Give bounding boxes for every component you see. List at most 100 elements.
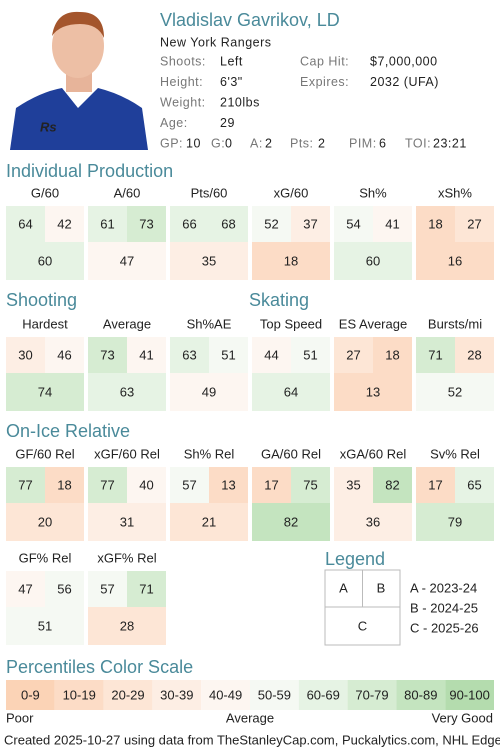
percentile-value: 71 [139, 581, 153, 596]
legend-season: B - 2024-25 [410, 600, 478, 615]
scale-bin [54, 680, 104, 710]
percentile-cell [334, 467, 373, 503]
scale-bin [152, 680, 202, 710]
scale-label: 70-79 [355, 687, 388, 702]
percentile-value: 13 [366, 384, 380, 399]
percentile-cell [88, 467, 127, 503]
percentile-value: 21 [202, 514, 216, 529]
percentile-cell [170, 242, 248, 280]
percentile-cell [252, 242, 330, 280]
scale-label: 40-49 [209, 687, 242, 702]
metric-label: G/60 [31, 185, 59, 200]
legend-season: C - 2025-26 [410, 620, 479, 635]
player-photo: Rs [6, 0, 150, 150]
percentile-cell [6, 337, 45, 373]
metric-label: GF% Rel [19, 550, 72, 565]
scale-bin [250, 680, 299, 710]
percentile-value: 82 [385, 477, 399, 492]
percentile-cell [170, 373, 248, 411]
stat-value: 0 [225, 136, 232, 150]
scale-bin [298, 680, 348, 710]
percentile-cell [127, 467, 166, 503]
metric-label: Sh% Rel [184, 446, 235, 461]
scale-label: 10-19 [63, 687, 96, 702]
section-title: Shooting [6, 290, 77, 310]
info-value: 210lbs [220, 95, 260, 109]
percentile-value: 28 [120, 618, 134, 633]
metric-label: Sh% [359, 185, 387, 200]
percentile-cell [209, 337, 248, 373]
scale-bin [396, 680, 446, 710]
metric-label: Average [103, 316, 151, 331]
percentile-value: 35 [346, 477, 360, 492]
percentile-value: 51 [303, 347, 317, 362]
percentile-value: 61 [100, 216, 114, 231]
percentile-value: 77 [100, 477, 114, 492]
percentile-value: 56 [57, 581, 71, 596]
percentile-value: 18 [428, 216, 442, 231]
percentile-cell [291, 467, 330, 503]
contract-value: $7,000,000 [370, 54, 438, 68]
metric-label: A/60 [114, 185, 141, 200]
percentile-value: 68 [221, 216, 235, 231]
contract-label: Expires: [300, 75, 349, 89]
stat-label: Pts: [290, 136, 314, 150]
scale-high: Very Good [432, 710, 493, 725]
percentile-cell [6, 373, 84, 411]
percentile-cell [209, 467, 248, 503]
percentile-cell [45, 467, 84, 503]
metric-label: Hardest [22, 316, 68, 331]
percentile-cell [88, 571, 127, 607]
percentile-value: 42 [57, 216, 71, 231]
player-name: Vladislav Gavrikov, LD [160, 10, 340, 30]
percentile-cell [88, 373, 166, 411]
legend-title: Legend [325, 549, 385, 569]
percentile-value: 17 [428, 477, 442, 492]
percentile-cell [416, 503, 494, 541]
percentile-cell [88, 242, 166, 280]
scale-low: Poor [6, 710, 34, 725]
stat-value: 10 [186, 136, 201, 150]
player-info: Shoots: Left Height: 6'3" Weight: 210lbs Age: 2… [160, 54, 466, 150]
section-title: Skating [249, 290, 309, 310]
percentile-value: 44 [264, 347, 278, 362]
percentile-cell [88, 607, 166, 645]
percentile-cell [170, 337, 209, 373]
percentile-cell [252, 206, 291, 242]
stat-value: 6 [379, 136, 386, 150]
percentile-value: 16 [448, 253, 462, 268]
percentile-value: 27 [467, 216, 481, 231]
stat-label: A: [250, 136, 263, 150]
percentile-value: 36 [366, 514, 380, 529]
scale-bin [347, 680, 397, 710]
metric-label: xGA/60 Rel [340, 446, 407, 461]
info-value: 6'3" [220, 75, 243, 89]
percentile-value: 20 [38, 514, 52, 529]
scale-label: 80-89 [404, 687, 437, 702]
percentile-value: 51 [221, 347, 235, 362]
info-label: Shoots: [160, 54, 206, 68]
percentile-cell [416, 373, 494, 411]
scale-label: 0-9 [21, 687, 40, 702]
metric-label: xG/60 [274, 185, 309, 200]
metric-label: ES Average [339, 316, 407, 331]
team: New York Rangers [160, 35, 272, 49]
metric-label: GF/60 Rel [15, 446, 74, 461]
percentile-value: 74 [38, 384, 52, 399]
percentile-value: 41 [385, 216, 399, 231]
percentile-value: 31 [120, 514, 134, 529]
scale-mid: Average [226, 710, 274, 725]
percentile-cell [334, 503, 412, 541]
stat-label: TOI: [405, 136, 431, 150]
footer: Created 2025-10-27 using data from TheSt… [4, 732, 500, 747]
percentile-cell [170, 206, 209, 242]
metric-label: Sv% Rel [430, 446, 480, 461]
percentile-value: 60 [366, 253, 380, 268]
percentile-cell [127, 206, 166, 242]
percentile-value: 73 [100, 347, 114, 362]
percentile-cell [252, 467, 291, 503]
percentile-value: 17 [264, 477, 278, 492]
stat-value: 2 [265, 136, 272, 150]
percentile-value: 40 [139, 477, 153, 492]
